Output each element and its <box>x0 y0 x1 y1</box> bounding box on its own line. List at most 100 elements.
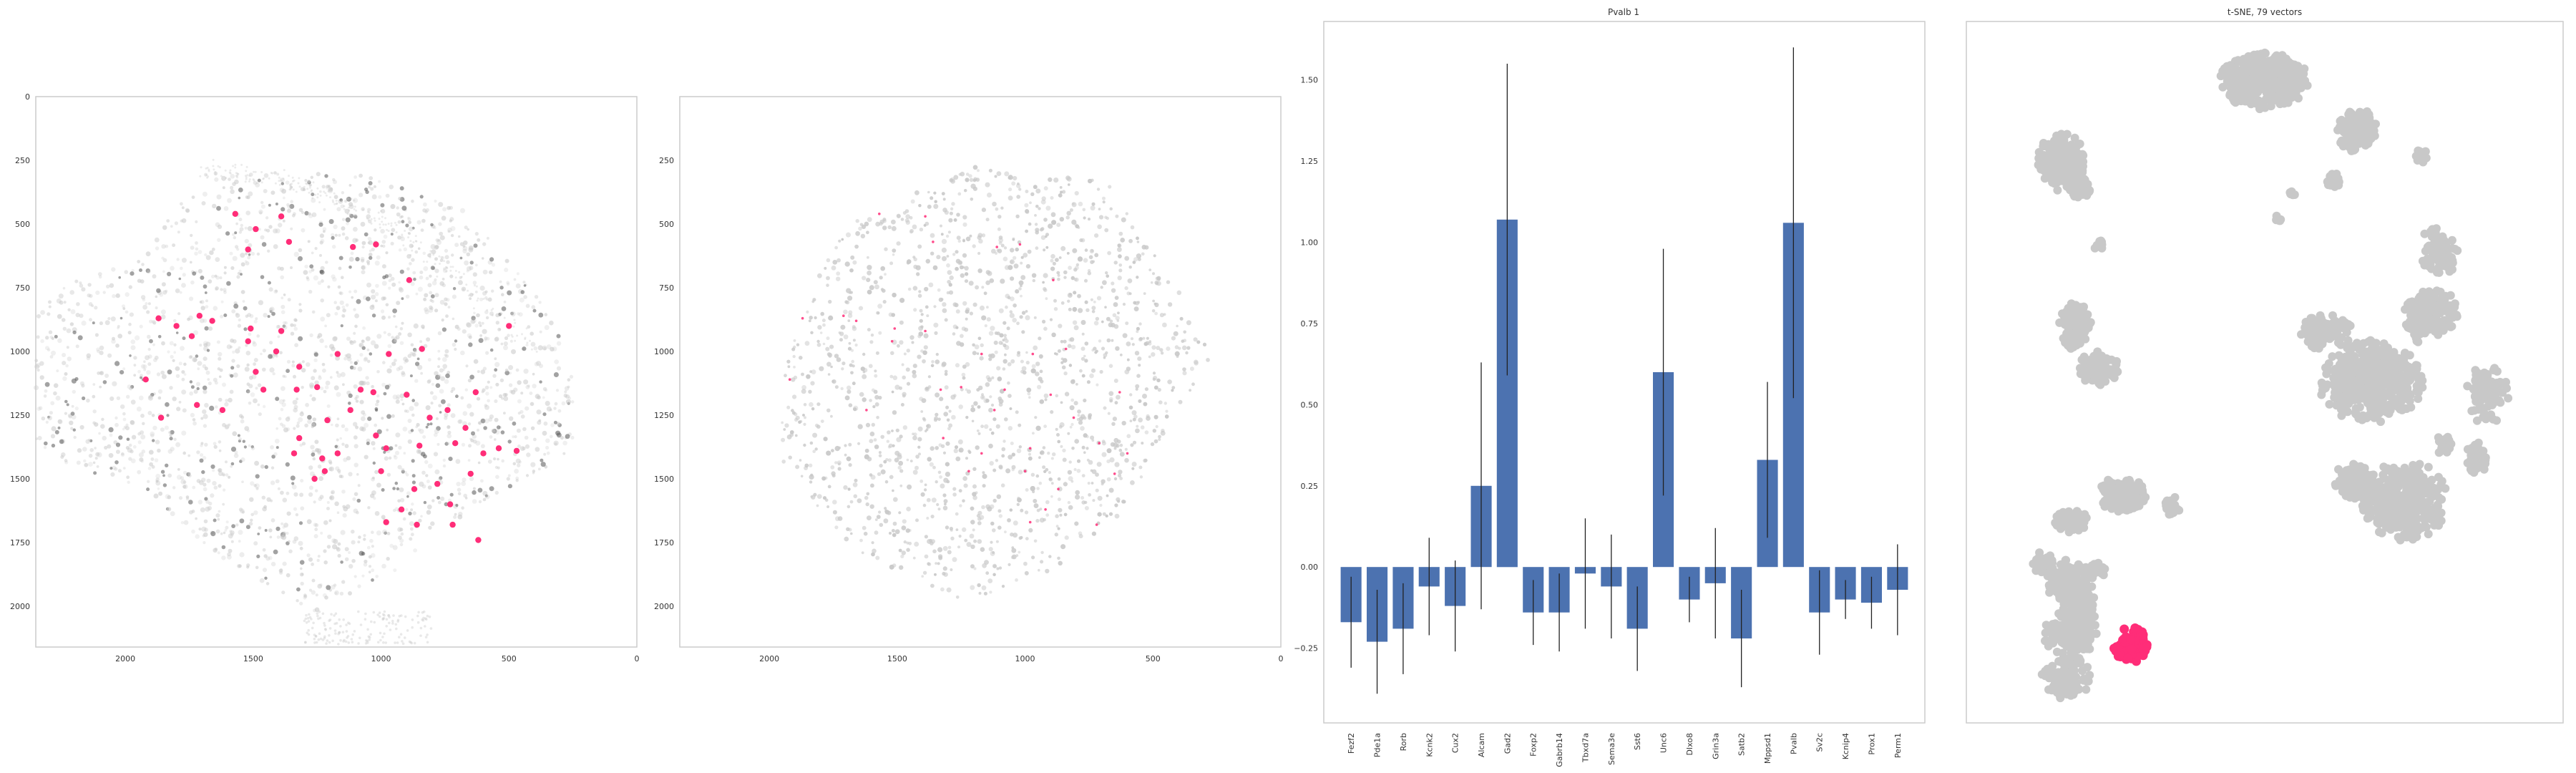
tissue-cell <box>288 175 290 177</box>
tissue-cell <box>962 476 967 481</box>
tissue-cell <box>1016 195 1020 199</box>
tissue-cell <box>411 533 414 536</box>
tissue-cell <box>280 188 284 192</box>
tissue-cell <box>232 165 234 167</box>
tissue-cell <box>926 314 929 317</box>
tissue-cell <box>1025 571 1029 575</box>
tissue-cell <box>433 226 436 230</box>
tissue-cell <box>1148 356 1151 359</box>
tissue-cell <box>423 611 426 613</box>
tissue-cell <box>1079 417 1083 421</box>
tissue-cell <box>990 354 995 359</box>
tissue-cell <box>329 627 332 630</box>
tissue-cell <box>1111 323 1115 327</box>
tissue-cell <box>892 410 897 414</box>
tissue-cell <box>276 325 280 329</box>
tissue-cell <box>207 378 210 381</box>
tissue-cell <box>118 469 122 472</box>
tissue-cell <box>318 476 323 481</box>
tissue-cell <box>184 373 187 376</box>
tissue-cell <box>793 366 796 369</box>
tissue-cell <box>127 438 130 441</box>
tissue-cell <box>1010 313 1015 318</box>
tissue-cell <box>318 555 321 558</box>
tissue-cell <box>496 321 499 324</box>
tissue-cell <box>167 369 172 374</box>
tissue-cell <box>485 495 490 500</box>
tissue-cell <box>1104 228 1108 233</box>
tissue-cell <box>828 316 833 321</box>
tissue-cell <box>884 507 887 510</box>
tissue-cell <box>1048 555 1051 558</box>
tissue-cell <box>118 435 122 439</box>
tissue-cell <box>89 302 93 306</box>
tissue-cell <box>415 235 417 237</box>
tissue-cell <box>861 366 865 371</box>
tissue-cell <box>957 261 962 266</box>
tissue-cell <box>316 196 318 198</box>
tissue-cell <box>935 480 938 483</box>
tissue-cell <box>1129 393 1132 396</box>
tissue-cell <box>1092 499 1095 502</box>
tissue-cell <box>334 502 339 507</box>
tissue-cell <box>1025 209 1029 213</box>
tissue-cell <box>220 315 223 319</box>
tissue-cell <box>909 216 913 220</box>
tissue-cell <box>203 389 207 394</box>
tissue-cell <box>567 378 571 381</box>
tissue-cell <box>902 376 906 380</box>
tissue-cell <box>110 472 114 477</box>
tissue-cell <box>283 197 286 200</box>
tissue-cell <box>955 457 960 462</box>
tissue-cell <box>841 238 844 241</box>
tissue-cell <box>445 271 447 273</box>
tissue-cell <box>281 310 286 314</box>
tissue-cell <box>1146 337 1149 340</box>
tissue-cell <box>343 205 345 208</box>
tissue-cell <box>102 436 107 441</box>
tissue-map-panel-1: 2000 1500 1000 500 0 02505007501000125015001… <box>10 92 640 663</box>
tissue-cell <box>1085 506 1089 510</box>
tissue-cell <box>811 369 816 374</box>
tissue-cell <box>458 271 460 273</box>
tissue-cell <box>478 422 482 425</box>
tissue-cell <box>213 159 215 161</box>
tissue-cell <box>263 313 267 317</box>
tissue-cell <box>985 281 990 286</box>
tissue-cell <box>187 454 190 457</box>
highlighted-cell <box>801 317 804 320</box>
tissue-cell <box>391 277 395 281</box>
tissue-cell <box>376 400 380 404</box>
tissue-cell <box>912 225 917 230</box>
tissue-cell <box>245 176 248 178</box>
tissue-cell <box>230 346 233 349</box>
tissue-cell <box>310 445 314 449</box>
tissue-cell <box>230 465 233 468</box>
y-tick-label: 1750 <box>10 538 30 548</box>
tissue-cell <box>463 273 465 275</box>
tissue-cell <box>326 507 330 510</box>
tissue-cell <box>467 266 472 271</box>
tissue-cell <box>1141 442 1143 444</box>
tissue-cell <box>323 622 326 625</box>
tissue-cell <box>286 462 290 467</box>
tissue-cell <box>912 374 917 379</box>
y-tick-label: 1000 <box>10 347 30 356</box>
tissue-cell <box>122 367 125 370</box>
tissue-cell <box>294 343 298 347</box>
tissue-cell <box>354 205 356 208</box>
tissue-cell <box>130 420 135 425</box>
tissue-cell <box>180 220 183 223</box>
tissue-cell <box>533 438 537 442</box>
tissue-cell <box>398 220 401 224</box>
tissue-cell <box>980 356 984 361</box>
tissue-cell <box>492 374 496 378</box>
tissue-cell <box>826 451 831 456</box>
tissue-cell <box>1088 414 1091 418</box>
tissue-cell <box>155 296 158 298</box>
tissue-cell <box>832 260 837 265</box>
tissue-cell <box>426 337 430 341</box>
tissue-cell <box>943 198 946 200</box>
tissue-cell <box>204 443 208 447</box>
tissue-cell <box>300 479 303 482</box>
